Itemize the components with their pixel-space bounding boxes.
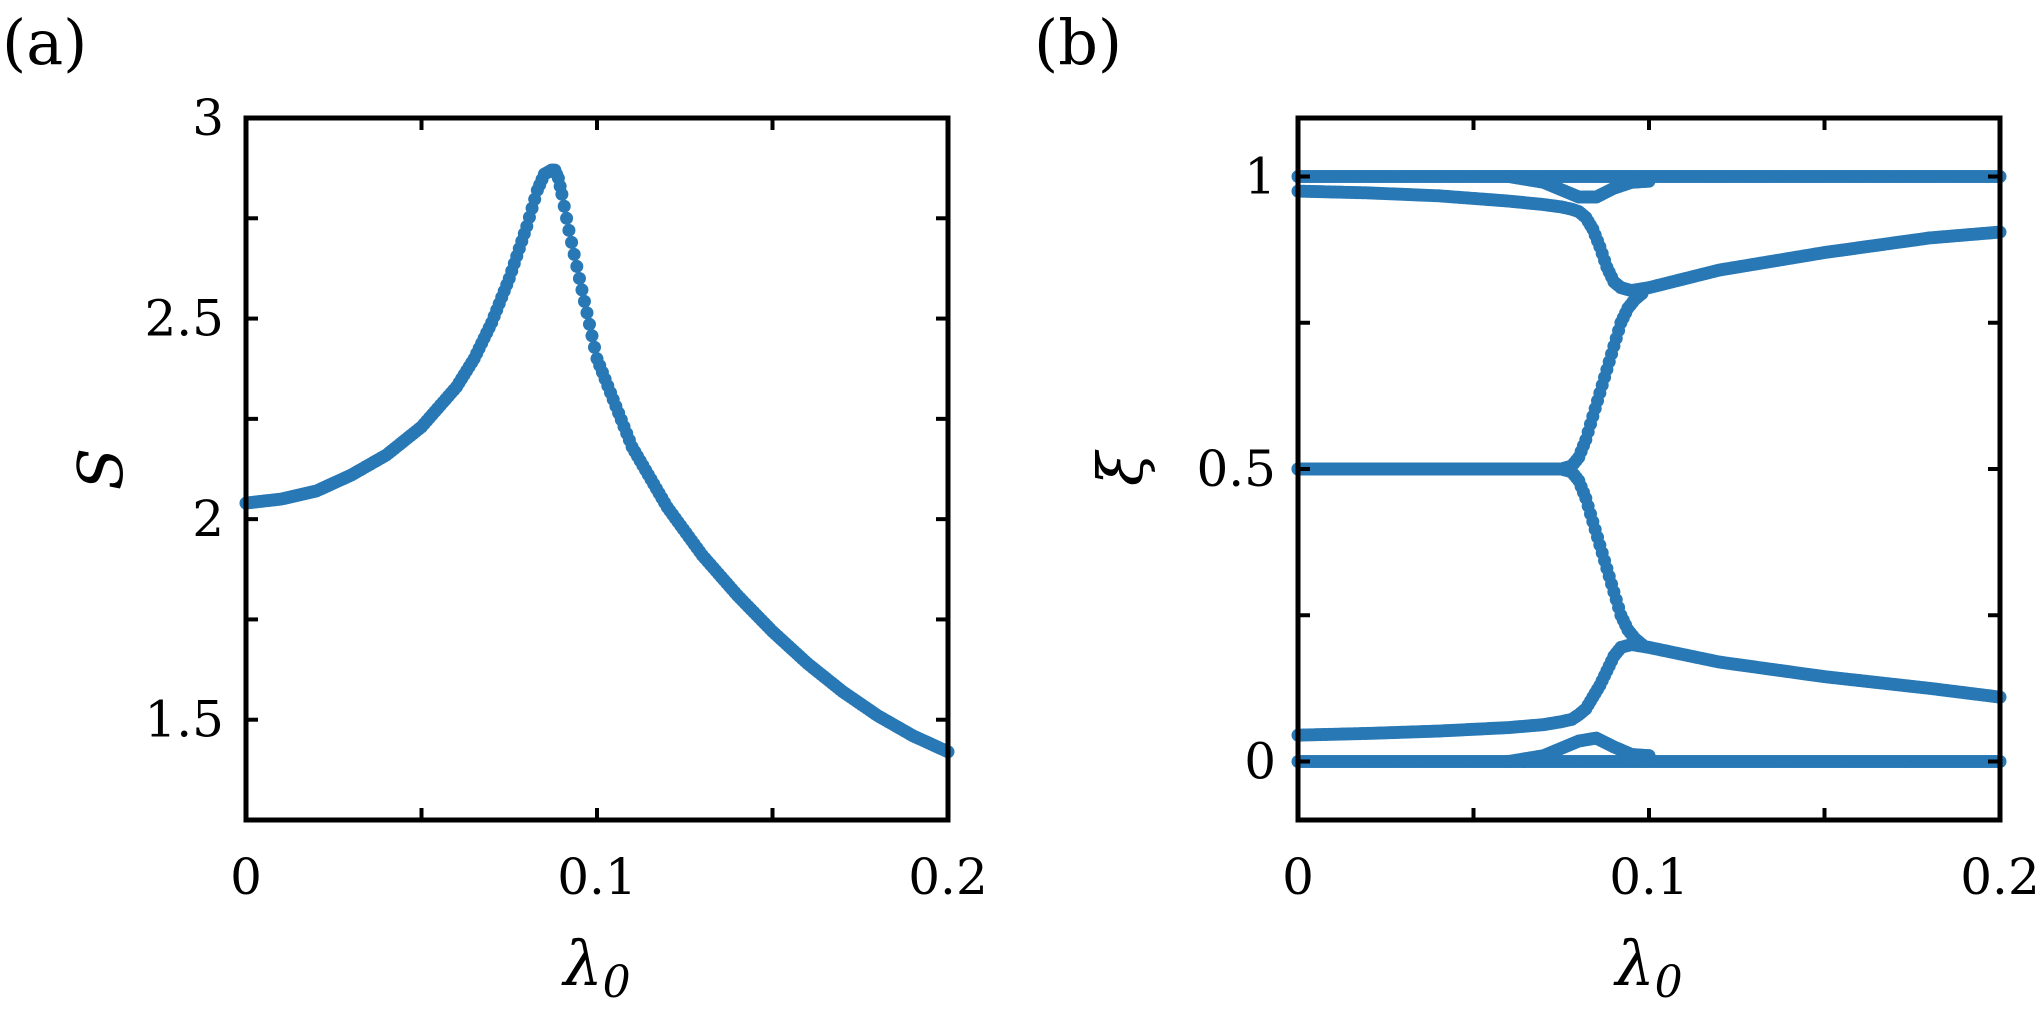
data-point bbox=[557, 199, 571, 213]
panel-b-data bbox=[1291, 170, 2007, 768]
panel-a-xlabel: λ0 bbox=[560, 927, 630, 1008]
x-tick-label: 0.2 bbox=[1960, 848, 2040, 906]
data-point bbox=[1635, 287, 1649, 300]
data-point bbox=[562, 223, 576, 237]
data-point bbox=[577, 294, 591, 308]
data-point bbox=[555, 187, 569, 201]
y-tick-label: 3 bbox=[192, 89, 224, 147]
data-point bbox=[565, 235, 579, 249]
y-tick-label: 1.5 bbox=[144, 691, 224, 749]
x-tick-label: 0.2 bbox=[908, 848, 988, 906]
data-point bbox=[575, 283, 589, 297]
x-tick-label: 0.1 bbox=[1609, 848, 1689, 906]
data-point bbox=[585, 329, 599, 343]
x-tick-label: 0 bbox=[230, 848, 262, 906]
data-point bbox=[582, 317, 596, 331]
data-point bbox=[587, 340, 601, 354]
panel-b: (b) 0 0.1 0.2 0 0.5 1 λ0 ξ bbox=[1034, 6, 2040, 1008]
data-point bbox=[567, 247, 581, 261]
panel-a-data bbox=[239, 163, 955, 759]
data-point bbox=[580, 306, 594, 320]
y-tick-label: 0.5 bbox=[1196, 440, 1276, 498]
data-point bbox=[572, 271, 586, 285]
panel-b-label: (b) bbox=[1034, 6, 1122, 79]
data-point bbox=[570, 259, 584, 273]
panel-b-xlabel: λ0 bbox=[1612, 927, 1682, 1008]
panel-a-tick-labels: 0 0.1 0.2 1.5 2 2.5 3 bbox=[144, 89, 987, 906]
panel-b-tick-labels: 0 0.1 0.2 0 0.5 1 bbox=[1196, 148, 2039, 907]
y-tick-label: 2.5 bbox=[144, 290, 224, 348]
data-point bbox=[1642, 749, 1656, 763]
panel-b-ylabel: ξ bbox=[1084, 449, 1157, 486]
panel-a-ticks bbox=[244, 116, 950, 820]
panel-a: (a) 0 0.1 0.2 1.5 2 2.5 3 λ0 S bbox=[2, 6, 988, 1008]
y-tick-label: 2 bbox=[192, 490, 224, 548]
data-point bbox=[1642, 174, 1656, 188]
y-tick-label: 0 bbox=[1244, 733, 1276, 791]
data-point bbox=[560, 211, 574, 225]
x-tick-label: 0.1 bbox=[557, 848, 637, 906]
y-tick-label: 1 bbox=[1244, 148, 1276, 206]
panel-a-label: (a) bbox=[2, 6, 87, 79]
panel-a-ylabel: S bbox=[64, 448, 137, 490]
data-point bbox=[1635, 638, 1649, 651]
panel-b-ticks bbox=[1296, 118, 2002, 820]
x-tick-label: 0 bbox=[1282, 848, 1314, 906]
